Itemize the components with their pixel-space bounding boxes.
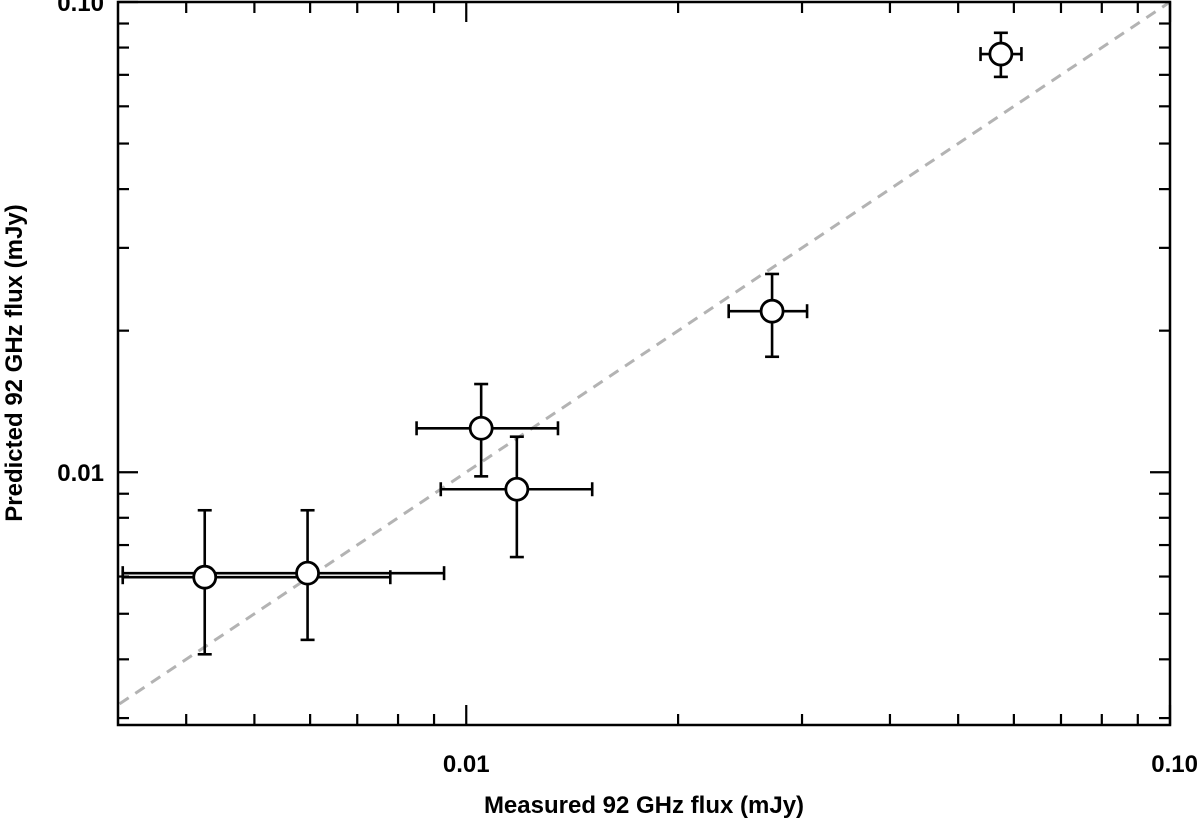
tick-marks [118, 0, 1172, 725]
data-point [468, 415, 494, 441]
plot-frame [116, 0, 1172, 727]
x-tick-label: 0.10 [1151, 751, 1198, 778]
tick-mark-layer [118, 0, 1172, 725]
data-point [504, 476, 530, 502]
y-tick-label: 0.10 [57, 0, 104, 17]
x-tick-label: 0.01 [443, 751, 490, 778]
data-point-layer [192, 41, 1014, 590]
error-bar-layer [121, 31, 1023, 656]
y-tick-label: 0.01 [57, 460, 104, 487]
y-axis-title: Predicted 92 GHz flux (mJy) [1, 204, 28, 521]
x-axis-title: Measured 92 GHz flux (mJy) [484, 792, 804, 819]
data-point [759, 298, 785, 324]
reference-line [118, 2, 1170, 707]
reference-line-layer [118, 2, 1170, 707]
data-point [192, 564, 218, 590]
data-point [988, 41, 1014, 67]
data-point [295, 560, 320, 586]
error-bars-1 [121, 508, 392, 656]
tick-label-layer: 0.01 0.10 0.01 0.10 [57, 0, 1198, 778]
error-bars-2 [121, 508, 446, 642]
